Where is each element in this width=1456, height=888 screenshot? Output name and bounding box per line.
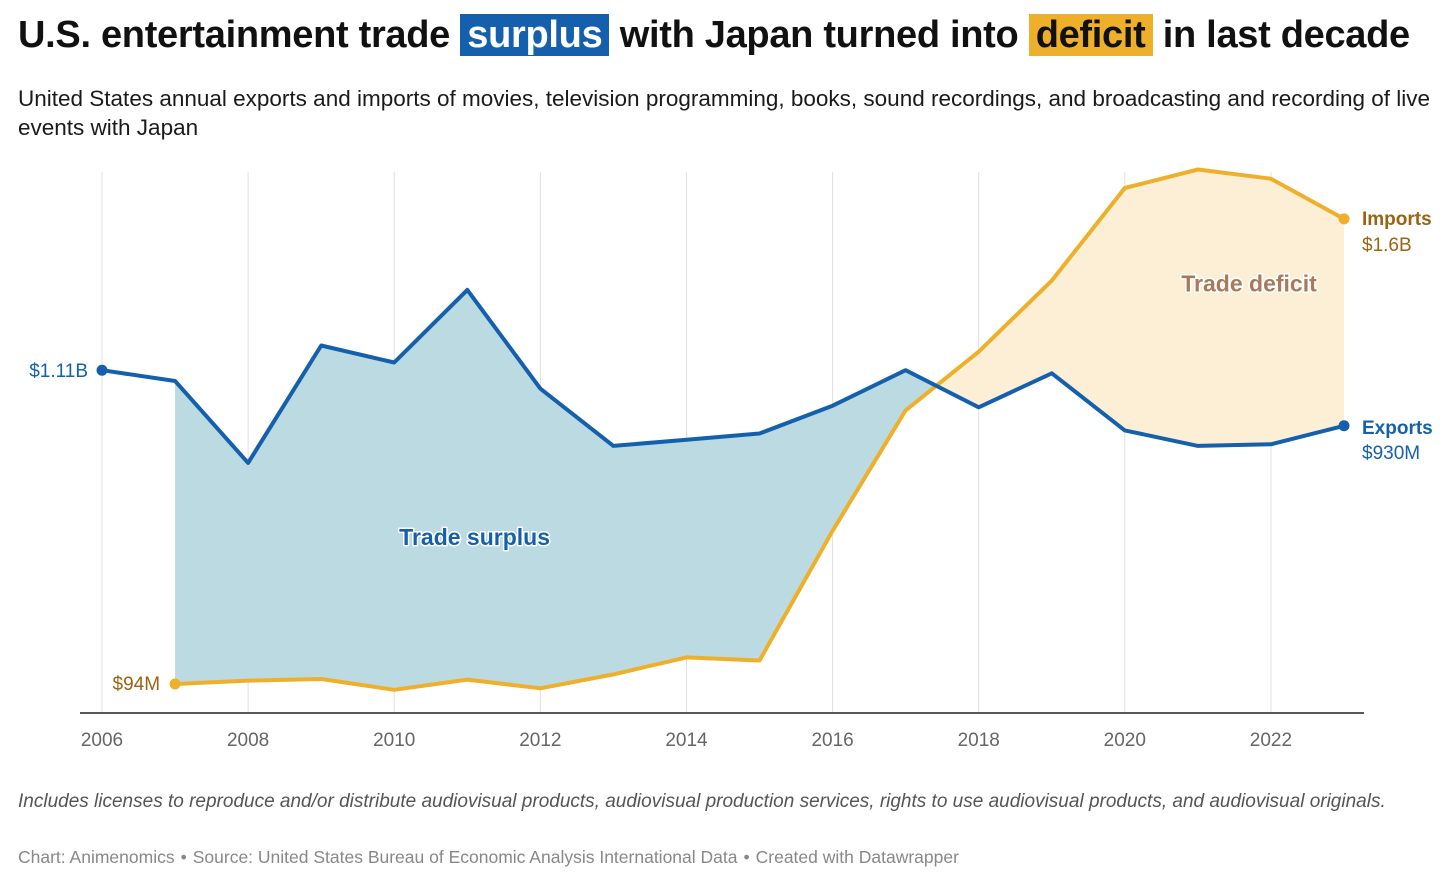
title-deficit-highlight: deficit [1028, 14, 1153, 56]
x-tick-label-2016: 2016 [811, 730, 853, 751]
x-tick-label-2008: 2008 [227, 730, 269, 751]
credit-separator: • [180, 847, 187, 867]
exports-start-dot [96, 364, 108, 376]
chart-credits: Chart: Animenomics • Source: United States… [18, 847, 959, 868]
x-tick-label-2020: 2020 [1104, 730, 1146, 751]
credit-created: Created with Datawrapper [755, 847, 959, 867]
imports-line [173, 167, 1346, 692]
credit-source: Source: United States Bureau of Economic… [192, 847, 738, 867]
x-tick-label-2006: 2006 [81, 730, 123, 751]
trade-deficit-area [936, 169, 1344, 446]
x-tick-label-2018: 2018 [958, 730, 1000, 751]
exports-start-label: $1.11B [29, 361, 88, 382]
exports-line [100, 287, 1346, 465]
trade-deficit-label: Trade deficit [1181, 271, 1317, 297]
x-tick-label-2022: 2022 [1250, 730, 1292, 751]
exports-end-value: $930M [1362, 443, 1420, 464]
exports-end-label: Exports [1362, 418, 1433, 439]
imports-end-label: Imports [1362, 209, 1432, 230]
credit-chart: Chart: Animenomics [18, 847, 175, 867]
imports-start-label: $94M [113, 674, 161, 695]
imports-start-dot [169, 678, 181, 690]
chart-title: U.S. entertainment trade surplus with Ja… [18, 14, 1410, 57]
chart-note: Includes licenses to reproduce and/or di… [18, 791, 1386, 812]
x-tick-label-2012: 2012 [519, 730, 561, 751]
chart-subtitle: United States annual exports and imports… [18, 86, 1431, 140]
trade-surplus-label: Trade surplus [399, 524, 550, 550]
trade-surplus-area [175, 289, 937, 690]
imports-end-dot [1338, 213, 1350, 225]
trade-chart: 2006 2008 2010 2012 2014 2016 2018 2020 2022 $1.1… [29, 167, 1433, 751]
exports-end-dot [1338, 420, 1350, 432]
credit-separator: • [743, 847, 750, 867]
title-surplus-highlight: surplus [460, 14, 610, 56]
imports-end-value: $1.6B [1362, 235, 1412, 256]
x-tick-label-2014: 2014 [665, 730, 708, 751]
title-part-1: U.S. entertainment trade [18, 14, 461, 56]
x-tick-label-2010: 2010 [373, 730, 415, 751]
title-part-3: in last decade [1152, 14, 1410, 56]
title-part-2: with Japan turned into [609, 14, 1029, 56]
